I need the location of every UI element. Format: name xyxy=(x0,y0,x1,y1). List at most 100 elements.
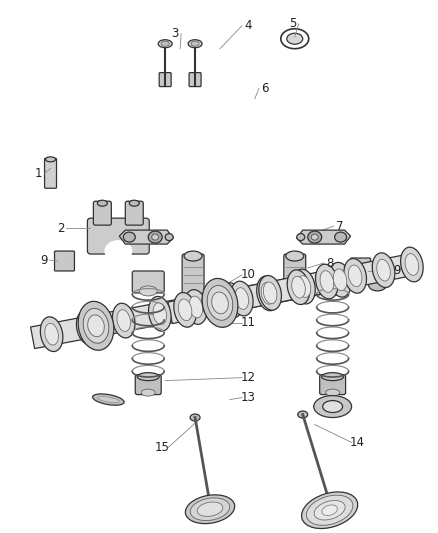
Ellipse shape xyxy=(320,271,334,292)
FancyBboxPatch shape xyxy=(45,158,57,188)
FancyBboxPatch shape xyxy=(182,254,204,296)
Ellipse shape xyxy=(117,310,131,332)
Ellipse shape xyxy=(137,373,159,381)
Ellipse shape xyxy=(207,286,233,320)
Ellipse shape xyxy=(377,260,390,281)
Ellipse shape xyxy=(45,324,58,345)
Ellipse shape xyxy=(212,292,228,314)
FancyBboxPatch shape xyxy=(135,375,161,394)
Ellipse shape xyxy=(161,41,169,46)
Ellipse shape xyxy=(321,373,343,381)
Ellipse shape xyxy=(307,495,353,526)
Polygon shape xyxy=(297,230,350,244)
Ellipse shape xyxy=(40,317,63,352)
Ellipse shape xyxy=(344,259,367,293)
Text: 6: 6 xyxy=(261,82,268,95)
Ellipse shape xyxy=(178,299,192,321)
Ellipse shape xyxy=(92,394,124,405)
FancyBboxPatch shape xyxy=(132,271,164,293)
Text: 14: 14 xyxy=(350,436,365,449)
Text: 5: 5 xyxy=(289,17,297,30)
Text: 15: 15 xyxy=(155,441,170,454)
Polygon shape xyxy=(119,230,173,244)
Ellipse shape xyxy=(184,289,207,325)
FancyBboxPatch shape xyxy=(54,251,74,271)
Ellipse shape xyxy=(191,41,199,46)
Text: 1: 1 xyxy=(35,167,42,180)
FancyBboxPatch shape xyxy=(125,201,143,225)
Ellipse shape xyxy=(165,233,173,240)
Text: 8: 8 xyxy=(326,256,333,270)
Ellipse shape xyxy=(230,281,253,316)
Ellipse shape xyxy=(225,289,239,311)
Ellipse shape xyxy=(372,253,395,287)
Ellipse shape xyxy=(315,264,338,299)
Ellipse shape xyxy=(113,303,135,338)
Ellipse shape xyxy=(174,293,196,327)
Ellipse shape xyxy=(287,270,310,304)
Ellipse shape xyxy=(188,40,202,47)
Ellipse shape xyxy=(46,157,56,162)
Text: 3: 3 xyxy=(171,27,179,40)
Ellipse shape xyxy=(148,231,162,243)
Ellipse shape xyxy=(148,296,171,331)
Text: 11: 11 xyxy=(240,316,255,329)
Ellipse shape xyxy=(326,389,339,396)
FancyBboxPatch shape xyxy=(320,375,346,394)
Ellipse shape xyxy=(261,282,275,304)
Ellipse shape xyxy=(302,492,358,529)
Ellipse shape xyxy=(104,240,132,262)
Ellipse shape xyxy=(190,414,200,421)
Ellipse shape xyxy=(124,232,135,242)
Ellipse shape xyxy=(308,231,321,243)
Ellipse shape xyxy=(348,265,362,287)
Ellipse shape xyxy=(335,232,346,242)
Ellipse shape xyxy=(329,262,351,297)
FancyBboxPatch shape xyxy=(189,72,201,86)
Ellipse shape xyxy=(221,283,243,318)
Ellipse shape xyxy=(324,286,342,296)
Ellipse shape xyxy=(83,309,109,343)
Text: 9: 9 xyxy=(40,254,47,266)
Text: 9: 9 xyxy=(394,264,401,278)
Text: 7: 7 xyxy=(336,220,343,232)
Ellipse shape xyxy=(263,282,277,304)
Ellipse shape xyxy=(141,389,155,396)
FancyBboxPatch shape xyxy=(284,254,306,296)
Ellipse shape xyxy=(298,411,308,418)
Ellipse shape xyxy=(190,498,230,521)
Ellipse shape xyxy=(287,33,303,44)
Ellipse shape xyxy=(97,200,107,206)
Text: 13: 13 xyxy=(240,391,255,404)
FancyBboxPatch shape xyxy=(159,72,171,86)
Ellipse shape xyxy=(207,293,220,315)
Ellipse shape xyxy=(259,276,282,310)
Ellipse shape xyxy=(322,505,337,515)
FancyBboxPatch shape xyxy=(317,271,349,293)
Ellipse shape xyxy=(139,286,157,296)
Ellipse shape xyxy=(297,233,305,240)
Ellipse shape xyxy=(78,301,114,350)
Ellipse shape xyxy=(185,495,235,523)
Ellipse shape xyxy=(401,247,423,282)
Ellipse shape xyxy=(286,251,304,261)
Text: 4: 4 xyxy=(244,19,252,33)
Ellipse shape xyxy=(297,276,311,297)
Ellipse shape xyxy=(314,395,352,417)
Text: 10: 10 xyxy=(240,269,255,281)
Polygon shape xyxy=(31,267,352,349)
Ellipse shape xyxy=(368,279,386,291)
Ellipse shape xyxy=(153,303,166,325)
Ellipse shape xyxy=(76,310,99,345)
Text: 12: 12 xyxy=(240,371,255,384)
Ellipse shape xyxy=(189,296,203,318)
Ellipse shape xyxy=(293,269,315,304)
Ellipse shape xyxy=(129,200,139,206)
Ellipse shape xyxy=(152,234,159,240)
Ellipse shape xyxy=(333,269,347,290)
Ellipse shape xyxy=(184,251,202,261)
Ellipse shape xyxy=(323,401,343,413)
Ellipse shape xyxy=(81,317,95,338)
Ellipse shape xyxy=(257,276,279,311)
Ellipse shape xyxy=(158,40,172,47)
